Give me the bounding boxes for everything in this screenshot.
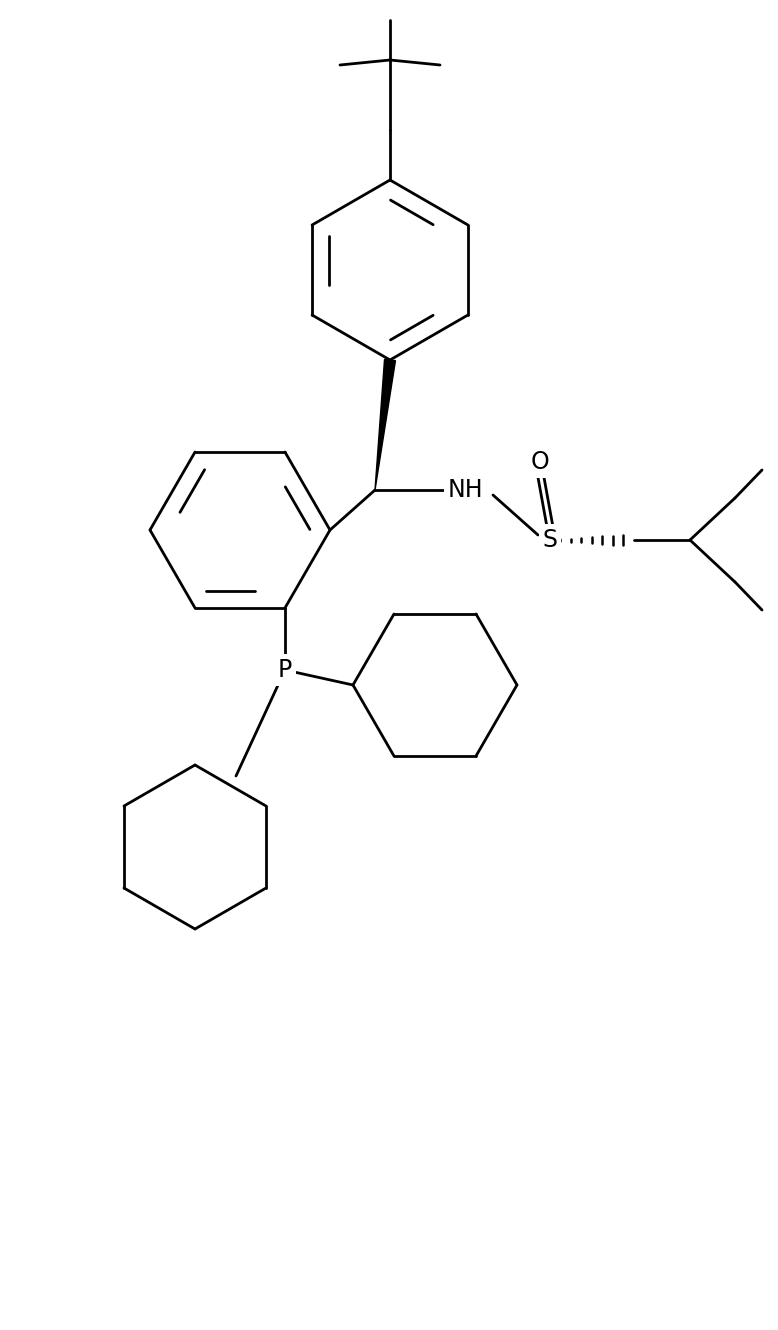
Polygon shape	[375, 359, 395, 489]
Text: O: O	[531, 450, 549, 473]
Text: S: S	[542, 528, 558, 552]
Text: NH: NH	[447, 477, 483, 501]
Text: P: P	[278, 658, 292, 682]
